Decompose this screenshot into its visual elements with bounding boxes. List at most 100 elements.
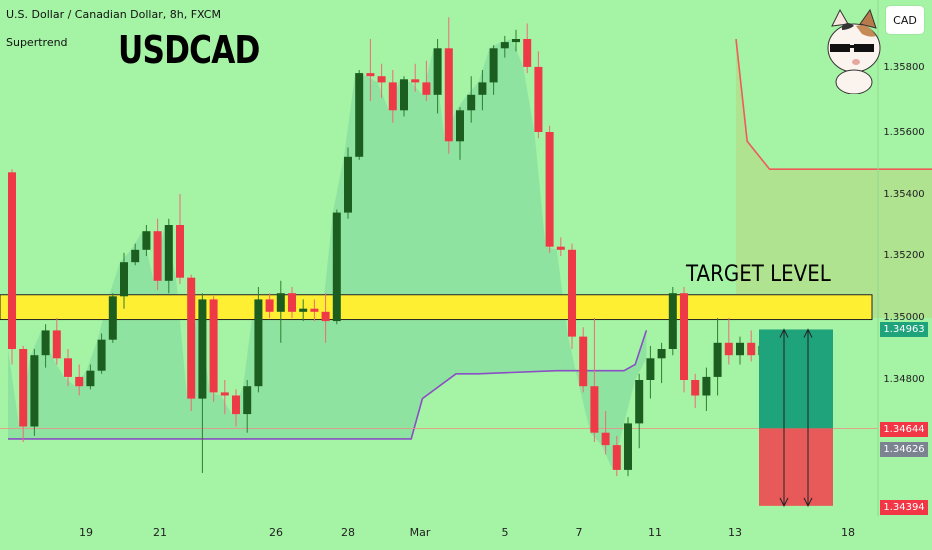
target-zone-band xyxy=(0,294,873,321)
candle-body xyxy=(64,358,72,377)
candle-body xyxy=(691,380,700,396)
candle-body xyxy=(265,299,274,312)
candle-body xyxy=(97,339,106,371)
candle-body xyxy=(500,42,509,49)
target-zone-group xyxy=(0,294,878,429)
x-tick-label: 21 xyxy=(153,526,167,539)
candle-body xyxy=(713,342,722,377)
candle-body xyxy=(276,293,285,312)
y-tick-label: 1.35200 xyxy=(883,250,925,261)
candle-body xyxy=(512,39,520,43)
candle-body xyxy=(153,231,162,281)
supertrend-up-fill xyxy=(8,39,647,470)
x-tick-label: Mar xyxy=(409,526,431,539)
candle-body xyxy=(433,48,442,95)
candle-body xyxy=(209,299,218,393)
candle-body xyxy=(176,225,184,278)
candle-body xyxy=(131,249,140,263)
candle-body xyxy=(41,330,50,356)
candle-body xyxy=(534,66,543,132)
candle-body xyxy=(120,262,128,297)
x-tick-label: 28 xyxy=(341,526,355,539)
supertrend-down-fill xyxy=(736,39,932,318)
candle-body xyxy=(579,336,588,387)
candle-body xyxy=(86,370,95,387)
candle-body xyxy=(724,342,733,356)
candle-body xyxy=(736,342,744,356)
candle-body xyxy=(411,79,420,83)
price-badge-entry: 1.34626 xyxy=(880,442,928,457)
supertrend-fills xyxy=(8,39,932,470)
candle-body xyxy=(19,349,28,427)
candle-body xyxy=(624,423,632,470)
y-tick-label: 1.35800 xyxy=(883,62,925,73)
candle-body xyxy=(556,246,565,250)
candle-body xyxy=(377,76,386,83)
candle-body xyxy=(321,311,330,322)
candle-body xyxy=(75,376,84,387)
arrow-up-icon xyxy=(779,328,789,338)
candle-body xyxy=(108,296,117,340)
candle-body xyxy=(220,392,229,396)
candle-body xyxy=(702,376,711,396)
candle-body xyxy=(388,82,397,111)
candle-body xyxy=(422,82,431,95)
candle-body xyxy=(456,110,464,142)
candle-body xyxy=(187,277,196,399)
candle-body xyxy=(355,73,364,157)
candle-body xyxy=(646,358,655,380)
x-tick-label: 11 xyxy=(648,526,662,539)
y-tick-label: 1.35000 xyxy=(883,312,925,323)
candle-body xyxy=(568,249,576,337)
candle-body xyxy=(310,308,319,312)
price-badge-target: 1.34963 xyxy=(880,322,928,337)
arrow-down-icon xyxy=(803,497,813,507)
long-position-tool[interactable] xyxy=(759,328,833,507)
candle-body xyxy=(366,73,375,77)
candle-body xyxy=(601,432,610,446)
candle-body xyxy=(489,48,498,83)
candle-body xyxy=(668,293,677,349)
price-badge-stop: 1.34394 xyxy=(880,500,928,515)
candle-body xyxy=(299,308,308,312)
candle-body xyxy=(198,299,207,399)
arrow-up-icon xyxy=(803,328,813,338)
candle-body xyxy=(344,156,352,213)
candle-body xyxy=(635,380,644,424)
candle-body xyxy=(612,445,621,470)
candle-body xyxy=(523,39,532,67)
candle-body xyxy=(164,225,173,281)
x-tick-label: 7 xyxy=(575,526,583,539)
y-tick-label: 1.35400 xyxy=(883,189,925,200)
candle-body xyxy=(254,299,263,387)
candle-body xyxy=(288,293,296,312)
arrow-down-icon xyxy=(779,497,789,507)
candle-body xyxy=(467,94,476,111)
candle-body xyxy=(30,355,39,427)
x-tick-label: 19 xyxy=(79,526,93,539)
target-level-label: TARGET LEVEL xyxy=(686,262,831,287)
stop-loss-zone xyxy=(759,428,833,506)
candle-body xyxy=(232,395,240,415)
symbol-title: USDCAD xyxy=(118,28,260,72)
price-badge-current: 1.34644 xyxy=(880,422,928,437)
cat-sunglasses-icon xyxy=(827,8,881,94)
candle-body xyxy=(545,132,554,247)
supertrend-up-line xyxy=(8,330,648,440)
candle-body xyxy=(590,386,599,433)
candle-body xyxy=(142,231,151,250)
candle-body xyxy=(680,293,688,380)
candle-body xyxy=(657,349,666,359)
candle-body xyxy=(444,48,453,142)
x-tick-label: 5 xyxy=(501,526,509,539)
candle-body xyxy=(400,79,408,111)
candle-body xyxy=(243,386,252,415)
x-tick-label: 26 xyxy=(269,526,283,539)
take-profit-zone xyxy=(759,329,833,429)
currency-button[interactable]: CAD xyxy=(886,6,924,34)
candle-body xyxy=(8,172,16,349)
candle-body xyxy=(52,330,61,359)
candle-body xyxy=(478,82,487,95)
indicator-label[interactable]: Supertrend xyxy=(6,36,68,49)
